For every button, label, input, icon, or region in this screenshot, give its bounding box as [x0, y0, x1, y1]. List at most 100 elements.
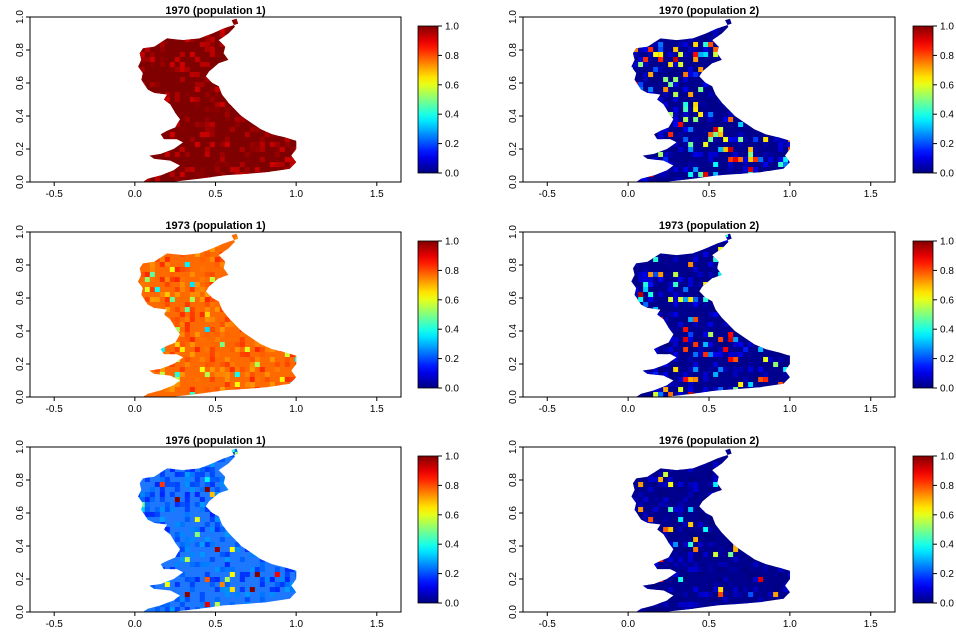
colorbar-tick-label: 0.2	[940, 569, 954, 580]
y-tick-label: 1.0	[15, 10, 26, 24]
y-tick-label: 0.4	[508, 539, 519, 553]
colorbar-tick-label: 0.4	[445, 325, 459, 336]
x-tick-label: 1.5	[864, 404, 878, 415]
y-tick-label: 1.0	[508, 440, 519, 454]
x-tick-label: 0.0	[621, 404, 635, 415]
x-tick-label: 0.0	[128, 619, 142, 630]
map-panel-2: 1970 (population 2) -0.5 0.0 0.5 1.0 1.5 0.0 0.…	[508, 5, 954, 200]
map-panel-1: 1970 (population 1) -0.5 0.0 0.5 1.0 1.5 0.0 0.…	[15, 5, 459, 200]
y-tick-label: 0.0	[15, 175, 26, 189]
x-tick-label: 0.0	[128, 189, 142, 200]
colorbar-tick-label: 0.8	[445, 51, 459, 62]
x-tick-label: 0.5	[702, 404, 716, 415]
colorbar-tick-label: 0.8	[445, 266, 459, 277]
colorbar-tick-label: 0.0	[940, 599, 954, 610]
land-mass	[138, 233, 297, 397]
panel-title: 1976 (population 1)	[165, 435, 266, 447]
y-tick-label: 0.6	[508, 291, 519, 305]
y-tick-label: 0.6	[15, 76, 26, 90]
colorbar-tick-label: 0.6	[940, 510, 954, 521]
y-tick-label: 1.0	[15, 225, 26, 239]
x-tick-label: 1.5	[370, 189, 384, 200]
y-tick-label: 0.4	[508, 109, 519, 123]
colorbar-tick-label: 0.8	[940, 266, 954, 277]
colorbar	[417, 25, 439, 174]
x-tick-label: -0.5	[539, 404, 557, 415]
colorbar-tick-label: 1.0	[940, 452, 954, 463]
x-tick-label: 1.0	[289, 619, 303, 630]
y-tick-label: 0.4	[15, 539, 26, 553]
x-tick-label: -0.5	[46, 404, 64, 415]
colorbar-tick-label: 0.4	[940, 540, 954, 551]
y-tick-label: 0.0	[508, 175, 519, 189]
y-tick-label: 0.6	[15, 291, 26, 305]
x-tick-label: 1.0	[783, 189, 797, 200]
map-panel-3: 1973 (population 1) -0.5 0.0 0.5 1.0 1.5 0.0 0.…	[15, 220, 459, 415]
land-mass	[631, 18, 790, 183]
y-tick-label: 0.6	[15, 506, 26, 520]
colorbar	[417, 455, 439, 604]
x-tick-label: 0.5	[209, 619, 223, 630]
y-tick-label: 0.2	[15, 357, 26, 371]
colorbar	[417, 240, 439, 389]
colorbar-tick-label: 0.4	[445, 540, 459, 551]
colorbar-tick-label: 1.0	[445, 452, 459, 463]
y-tick-label: 0.8	[15, 43, 26, 57]
y-tick-label: 0.8	[508, 258, 519, 272]
y-tick-label: 0.6	[508, 76, 519, 90]
y-tick-label: 1.0	[508, 10, 519, 24]
x-tick-label: 1.0	[289, 189, 303, 200]
x-tick-label: 1.0	[783, 619, 797, 630]
y-tick-label: 1.0	[508, 225, 519, 239]
colorbar-tick-label: 0.8	[940, 481, 954, 492]
y-tick-label: 1.0	[15, 440, 26, 454]
colorbar-tick-label: 0.6	[940, 80, 954, 91]
colorbar-tick-label: 0.6	[940, 295, 954, 306]
colorbar-tick-label: 0.6	[445, 80, 459, 91]
colorbar-tick-label: 0.2	[445, 139, 459, 150]
x-tick-label: 0.5	[702, 619, 716, 630]
colorbar-tick-label: 0.4	[940, 325, 954, 336]
panel-title: 1973 (population 1)	[165, 220, 266, 232]
colorbar-tick-label: 0.2	[940, 139, 954, 150]
panel-title: 1976 (population 2)	[659, 435, 760, 447]
y-tick-label: 0.2	[508, 357, 519, 371]
colorbar-tick-label: 1.0	[445, 22, 459, 33]
colorbar-tick-label: 0.0	[445, 599, 459, 610]
colorbar-tick-label: 0.0	[940, 169, 954, 180]
y-tick-label: 0.8	[508, 473, 519, 487]
y-tick-label: 0.2	[15, 572, 26, 586]
y-tick-label: 0.4	[15, 109, 26, 123]
colorbar-tick-label: 0.6	[445, 510, 459, 521]
panel-title: 1973 (population 2)	[659, 220, 760, 232]
colorbar-tick-label: 1.0	[940, 237, 954, 248]
colorbar	[912, 240, 934, 389]
x-tick-label: 0.0	[128, 404, 142, 415]
x-tick-label: 0.5	[209, 404, 223, 415]
y-tick-label: 0.8	[15, 473, 26, 487]
x-tick-label: -0.5	[539, 189, 557, 200]
colorbar-tick-label: 0.2	[940, 354, 954, 365]
map-panel-6: 1976 (population 2) -0.5 0.0 0.5 1.0 1.5 0.0 0.…	[508, 435, 954, 630]
y-tick-label: 0.8	[508, 43, 519, 57]
x-tick-label: -0.5	[46, 189, 64, 200]
x-tick-label: 0.0	[621, 189, 635, 200]
panel-title: 1970 (population 2)	[659, 5, 760, 17]
colorbar-tick-label: 0.6	[445, 295, 459, 306]
x-tick-label: 1.5	[370, 619, 384, 630]
x-tick-label: 0.0	[621, 619, 635, 630]
colorbar	[912, 455, 934, 604]
x-tick-label: 1.5	[370, 404, 384, 415]
colorbar-tick-label: 0.8	[940, 51, 954, 62]
y-tick-label: 0.4	[508, 324, 519, 338]
colorbar-tick-label: 1.0	[445, 237, 459, 248]
y-tick-label: 0.0	[508, 605, 519, 619]
colorbar-tick-label: 0.4	[445, 110, 459, 121]
map-panel-5: 1976 (population 1) -0.5 0.0 0.5 1.0 1.5 0.0 0.…	[15, 435, 459, 630]
y-tick-label: 0.4	[15, 324, 26, 338]
y-tick-label: 0.6	[508, 506, 519, 520]
colorbar-tick-label: 1.0	[940, 22, 954, 33]
colorbar-tick-label: 0.0	[445, 384, 459, 395]
panel-title: 1970 (population 1)	[165, 5, 266, 17]
